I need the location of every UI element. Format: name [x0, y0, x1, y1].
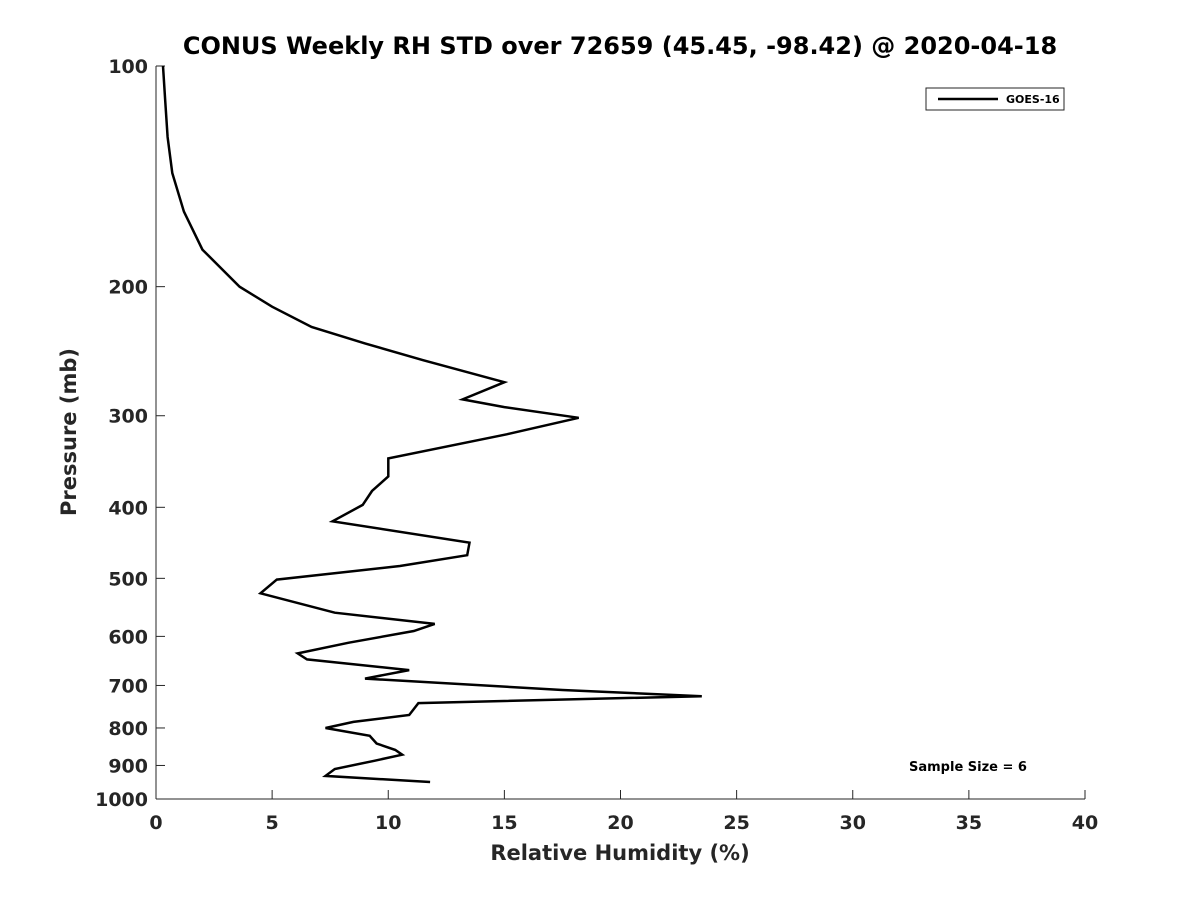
x-tick-label: 30 — [840, 812, 866, 834]
x-tick-label: 35 — [956, 812, 982, 834]
y-tick-label: 700 — [108, 675, 148, 697]
y-ticks: 100 200 300 400 500 600 700 800 900 1000 — [95, 56, 165, 811]
x-axis-label: Relative Humidity (%) — [490, 841, 749, 865]
y-tick-label: 800 — [108, 718, 148, 740]
y-tick-label: 500 — [108, 568, 148, 590]
y-tick-label: 200 — [108, 277, 148, 299]
y-tick-label: 600 — [108, 626, 148, 648]
sample-size-annotation: Sample Size = 6 — [909, 760, 1027, 775]
y-tick-label: 1000 — [95, 789, 148, 811]
x-tick-label: 5 — [266, 812, 279, 834]
series-line — [161, 65, 702, 784]
legend-entry-label: GOES-16 — [1006, 93, 1060, 106]
x-tick-label: 10 — [375, 812, 401, 834]
x-tick-label: 40 — [1072, 812, 1098, 834]
y-tick-label: 900 — [108, 755, 148, 777]
legend: GOES-16 — [925, 87, 1065, 111]
x-tick-label: 15 — [491, 812, 517, 834]
chart-title: CONUS Weekly RH STD over 72659 (45.45, -… — [183, 32, 1057, 60]
x-tick-label: 0 — [149, 812, 162, 834]
y-axis-label: Pressure (mb) — [57, 348, 81, 516]
y-tick-label: 400 — [108, 497, 148, 519]
y-tick-label: 300 — [108, 406, 148, 428]
y-tick-label: 100 — [108, 56, 148, 78]
x-tick-label: 25 — [723, 812, 749, 834]
series-layer — [161, 65, 702, 784]
x-tick-label: 20 — [607, 812, 633, 834]
x-ticks: 0 5 10 15 20 25 30 35 40 — [149, 790, 1098, 834]
